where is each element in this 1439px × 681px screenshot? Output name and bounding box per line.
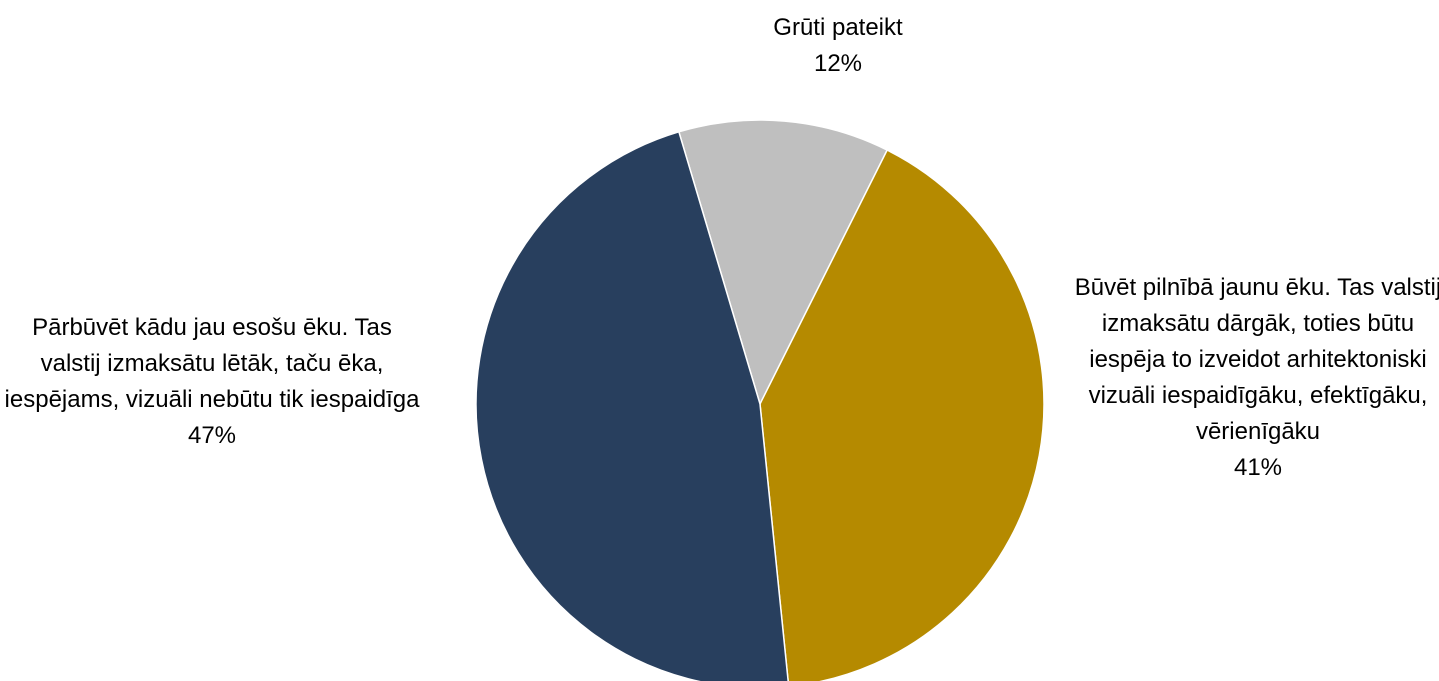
pie-slice bbox=[677, 119, 889, 407]
slice-label: Grūti pateikt 12% bbox=[688, 10, 988, 82]
value-label: 41% bbox=[1233, 454, 1283, 481]
slice-label: Pārbūvēt kādu jau esošu ēku. Tas valstij… bbox=[2, 310, 422, 454]
category-label: Grūti pateikt bbox=[773, 14, 903, 41]
value-label: 12% bbox=[813, 50, 863, 77]
pie-slice bbox=[475, 130, 789, 681]
category-label: Pārbūvēt kādu jau esošu ēku. Tas valstij… bbox=[4, 314, 420, 413]
value-label: 47% bbox=[187, 422, 237, 449]
pie-slice bbox=[759, 149, 1045, 681]
slice-label: Būvēt pilnībā jaunu ēku. Tas valstij izm… bbox=[1073, 270, 1439, 486]
category-label: Būvēt pilnībā jaunu ēku. Tas valstij izm… bbox=[1074, 274, 1439, 445]
